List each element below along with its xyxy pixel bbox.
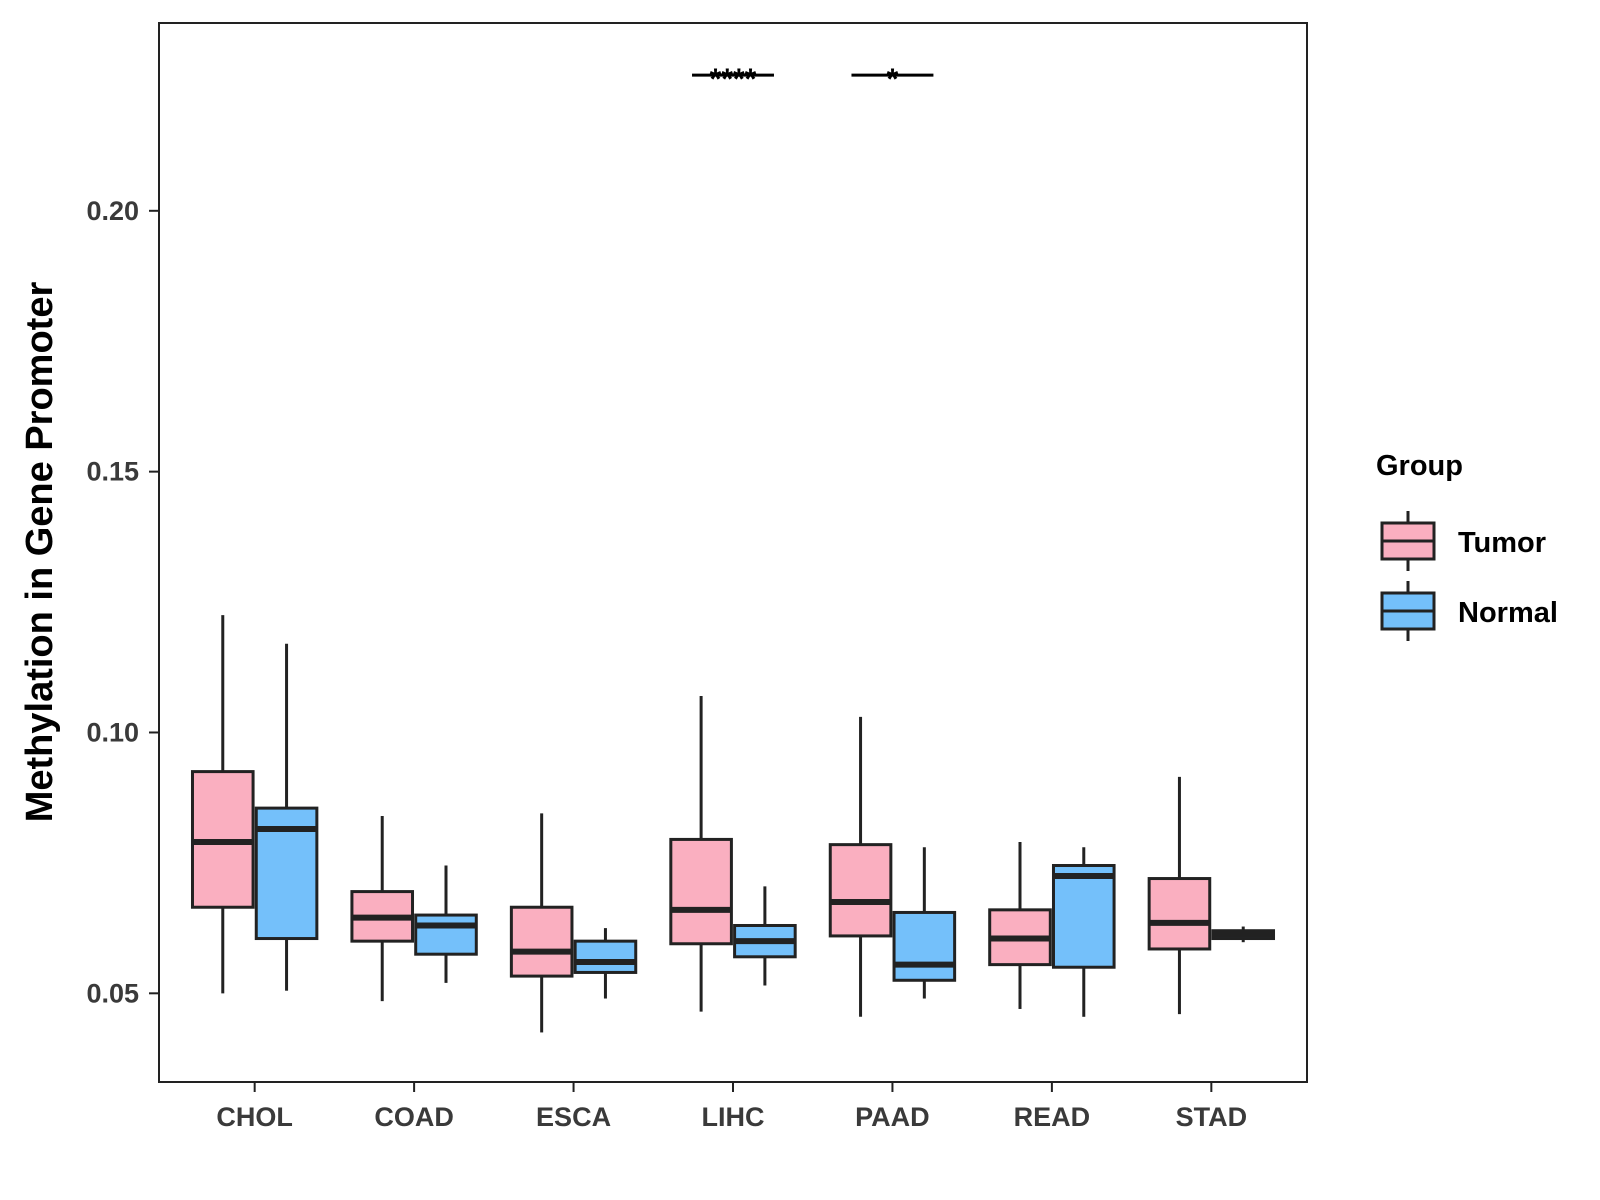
plot-panel <box>158 22 1308 1083</box>
legend-label-normal: Normal <box>1458 597 1558 629</box>
x-tick-label-lihc: LIHC <box>702 1102 765 1132</box>
box-tumor-chol <box>190 615 255 994</box>
box-tumor-coad <box>350 815 415 1002</box>
y-axis: 0.05 0.10 0.15 0.20 <box>86 196 159 1008</box>
box-tumor-esca <box>509 813 574 1033</box>
significance-layer: **** * <box>692 63 934 96</box>
box-body-normal-esca <box>573 939 638 974</box>
legend: Group Tumor Normal <box>1376 450 1558 641</box>
box-body-tumor-lihc <box>669 837 733 946</box>
box-body-normal-coad <box>414 913 478 956</box>
y-tick-label-1: 0.10 <box>86 717 139 747</box>
box-body-tumor-esca <box>509 905 574 978</box>
y-tick-label-2: 0.15 <box>86 457 139 487</box>
box-normal-lihc <box>733 886 797 986</box>
x-tick-label-esca: ESCA <box>536 1102 611 1132</box>
x-tick-label-stad: STAD <box>1176 1102 1248 1132</box>
y-tick-label-3: 0.20 <box>86 196 139 226</box>
significance-label-lihc: **** <box>710 63 757 96</box>
box-layer <box>190 615 1276 1033</box>
legend-label-tumor: Tumor <box>1458 527 1546 559</box>
y-tick-label-0: 0.05 <box>86 978 139 1008</box>
box-body-normal-read <box>1051 864 1116 969</box>
box-tumor-read <box>988 842 1052 1009</box>
box-body-normal-paad <box>892 910 957 982</box>
box-normal-chol <box>254 643 319 991</box>
significance-label-paad: * <box>887 63 899 96</box>
box-normal-stad <box>1211 926 1276 943</box>
box-tumor-stad <box>1147 776 1212 1015</box>
box-normal-paad <box>892 847 957 999</box>
x-tick-label-paad: PAAD <box>855 1102 930 1132</box>
legend-item-normal: Normal <box>1380 581 1558 641</box>
box-body-tumor-stad <box>1147 877 1212 951</box>
legend-title: Group <box>1376 450 1463 482</box>
box-normal-esca <box>573 928 638 999</box>
box-body-tumor-paad <box>828 843 893 938</box>
legend-item-tumor: Tumor <box>1380 511 1546 571</box>
box-tumor-paad <box>828 716 893 1017</box>
x-tick-label-read: READ <box>1014 1102 1091 1132</box>
box-normal-read <box>1051 847 1116 1017</box>
x-tick-label-chol: CHOL <box>216 1102 293 1132</box>
x-axis: CHOL COAD ESCA LIHC PAAD READ STAD <box>216 1082 1247 1132</box>
box-normal-coad <box>414 865 478 983</box>
box-tumor-lihc <box>669 695 733 1012</box>
y-axis-title: Methylation in Gene Promoter <box>19 282 61 823</box>
x-tick-label-coad: COAD <box>374 1102 454 1132</box>
